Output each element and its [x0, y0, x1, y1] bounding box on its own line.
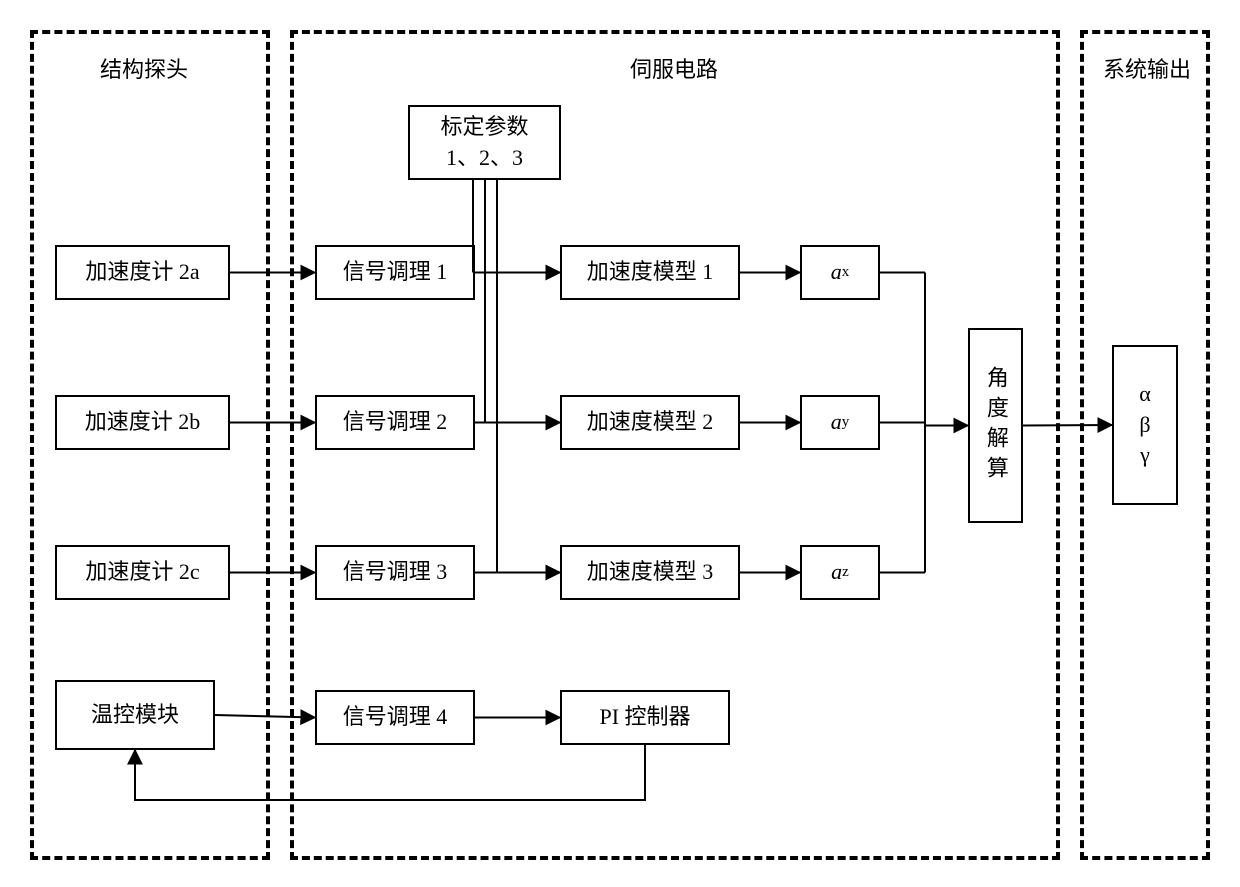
box-pi_ctrl: PI 控制器: [560, 690, 730, 745]
box-model_3: 加速度模型 3: [560, 545, 740, 600]
box-ay: ay: [800, 395, 880, 450]
box-accel_b: 加速度计 2b: [55, 395, 230, 450]
box-model_2: 加速度模型 2: [560, 395, 740, 450]
region-title-servo: 伺服电路: [630, 52, 718, 84]
region-title-output: 系统输出: [1103, 52, 1191, 84]
box-cond_4: 信号调理 4: [315, 690, 475, 745]
box-cond_3: 信号调理 3: [315, 545, 475, 600]
box-az: az: [800, 545, 880, 600]
box-angle: 角度解算: [968, 328, 1023, 523]
box-model_1: 加速度模型 1: [560, 245, 740, 300]
box-ax: ax: [800, 245, 880, 300]
box-cond_1: 信号调理 1: [315, 245, 475, 300]
region-title-probe: 结构探头: [100, 52, 188, 84]
box-accel_c: 加速度计 2c: [55, 545, 230, 600]
box-out_abg: αβγ: [1112, 345, 1178, 505]
box-temp_mod: 温控模块: [55, 680, 215, 750]
box-accel_a: 加速度计 2a: [55, 245, 230, 300]
box-calib: 标定参数1、2、3: [408, 105, 561, 180]
box-cond_2: 信号调理 2: [315, 395, 475, 450]
